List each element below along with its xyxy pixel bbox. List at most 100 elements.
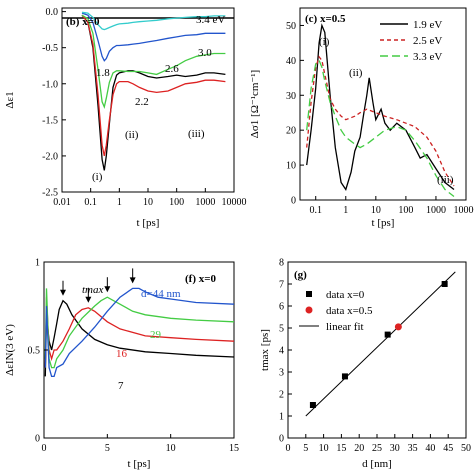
panel-g-xtick-label-2: 10 [319,443,329,454]
panel-b-xtick-label-4: 100 [169,197,184,208]
panel-b-annotation-3.0: 3.0 [198,47,212,59]
panel-f-annotation-29: 29 [150,329,162,341]
panel-g-point-x0-1 [341,373,348,380]
panel-c-series-line-2 [306,59,455,198]
panel-f-xlabel: t [ps] [128,458,151,470]
panel-g-xtick-label-10: 50 [461,443,471,454]
panel-g-frame [287,261,467,439]
panel-c-xtick-label-4: 1000 [426,205,446,216]
panel-g-ytick-label-4: 4 [279,346,284,357]
panel-f-xtick-label-3: 15 [229,443,239,454]
panel-f-xtick-label-2: 10 [166,443,176,454]
panel-b-ticks: 0.01 0.1 1 10 100 1000 10000 0.0 -0.5 -1.0 -1.5 -2.… [42,7,246,208]
panel-c-ytick-label-1: 10 [286,161,296,172]
panel-b-annotation-1.8: 1.8 [96,67,110,79]
panel-g-ytick-label-3: 3 [279,368,284,379]
panel-b-series-line-3 [81,12,226,62]
panel-g-xtick-label-3: 15 [336,443,346,454]
panel-f-series-line-3 [44,287,235,378]
panel-b-annotation-iii: (iii) [188,128,205,140]
panel-b-series [81,11,226,171]
panel-g-ytick-label-7: 7 [279,280,284,291]
panel-g-ytick-label-5: 5 [279,324,284,335]
panel-g-ytick-label-1: 1 [279,412,284,423]
panel-f: 0 5 10 15 0 0.5 1 (f) x=0 tmax d=44 nm 29 16 7… [4,258,239,471]
panel-c-ytick-label-2: 20 [286,126,296,137]
panel-g-legend-label-0: data x=0 [326,289,365,301]
panel-g-xlabel: d [nm] [362,458,392,470]
panel-b-ytick-label-3: -1.5 [42,115,58,126]
panel-g-point-x0-3 [441,281,448,287]
panel-c-series-line-1 [306,55,455,187]
panel-c-series [306,23,455,198]
panel-b-series-line-1 [81,14,226,157]
panel-g-ytick-label-0: 0 [279,434,284,445]
panel-f-series [44,287,235,378]
panel-g-xtick-label-7: 35 [408,443,418,454]
panel-b-label: (b) x=0 [66,16,100,28]
panel-f-label: (f) x=0 [185,273,217,285]
panel-c-xtick-label-5: 10000 [454,205,474,216]
panel-f-ticks: 0 5 10 15 0 0.5 1 [28,258,240,455]
panel-g-ylabel: tmax [ps] [259,329,271,371]
panel-c-ytick-label-3: 30 [286,91,296,102]
panel-g-xtick-label-5: 25 [372,443,382,454]
panel-g-legend-label-1: data x=0.5 [326,305,373,317]
panel-g-fit-line [305,271,456,417]
panel-f-ylabel: ΔεIN(3 eV) [4,324,16,376]
panel-c-xlabel: t [ps] [372,217,395,229]
panel-b-series-line-0 [81,14,226,171]
panel-c-legend-label-2: 3.3 eV [413,51,442,63]
panel-f-annotation-16: 16 [116,348,128,360]
panel-g-xtick-label-8: 40 [425,443,435,454]
panel-g-legend: data x=0 data x=0.5 linear fit [299,289,373,333]
panel-g-ytick-label-2: 2 [279,390,284,401]
panel-c-frame [299,7,467,201]
panel-c-ytick-label-4: 40 [286,56,296,67]
panel-c-legend-label-0: 1.9 eV [413,19,442,31]
panel-b-ytick-label-5: -2.5 [42,188,58,199]
panel-f-ytick-label-0: 0 [35,434,40,445]
panel-g-point-x0-2 [384,331,391,338]
panel-f-annotation-7: 7 [118,380,124,392]
panel-g-ytick-label-8: 8 [279,258,284,269]
panel-g-ytick-label-6: 6 [279,302,284,313]
panel-b-xtick-label-6: 10000 [222,197,247,208]
panel-b-xtick-label-3: 10 [143,197,153,208]
panel-g-legend-swatch-0 [306,291,312,297]
panel-b-annotation-3.4ev: 3.4 eV [196,14,225,26]
panel-b-xtick-label-0: 0.01 [53,197,71,208]
panel-c-ticks: 0.1 1 10 100 1000 10000 0 10 20 30 40 50 [286,21,474,216]
panel-b: 0.01 0.1 1 10 100 1000 10000 0.0 -0.5 -1.0 -1.5 -2.… [4,7,247,229]
panel-g-label: (g) [294,269,307,281]
panel-f-xtick-label-1: 5 [105,443,110,454]
panel-c-series-line-0 [306,23,455,191]
panel-c-ytick-label-5: 50 [286,21,296,32]
panel-f-peak-arrowhead-1 [85,296,92,303]
panel-b-ytick-label-0: 0.0 [46,7,59,18]
panel-g-point-x05-0 [394,323,402,331]
panel-b-xtick-label-5: 1000 [195,197,215,208]
panel-c-xtick-label-3: 100 [398,205,413,216]
panel-f-peak-arrowhead-0 [60,289,66,296]
panel-b-annotation-i: (i) [92,171,103,183]
panel-g-xtick-label-0: 0 [286,443,291,454]
panel-c-annotation-iii: (iii) [437,174,454,186]
panel-b-ytick-label-4: -2.0 [42,151,58,162]
panel-f-xtick-label-0: 0 [42,443,47,454]
panel-b-series-line-2 [81,14,226,109]
panel-b-xlabel: t [ps] [137,217,160,229]
panel-f-arrows [60,268,136,303]
panel-c-ytick-label-0: 0 [291,196,296,207]
panel-f-series-line-1 [44,297,235,368]
panel-c-xtick-label-1: 1 [343,205,348,216]
panel-b-xtick-label-1: 0.1 [84,197,97,208]
panel-g-xtick-label-4: 20 [354,443,364,454]
panel-g-xtick-label-1: 5 [303,443,308,454]
panel-f-annotation-tmax: tmax [82,284,104,296]
panel-f-series-line-0 [44,299,235,377]
panel-b-annotation-ii: (ii) [125,129,139,141]
panel-f-peak-arrowhead-2 [104,286,111,293]
